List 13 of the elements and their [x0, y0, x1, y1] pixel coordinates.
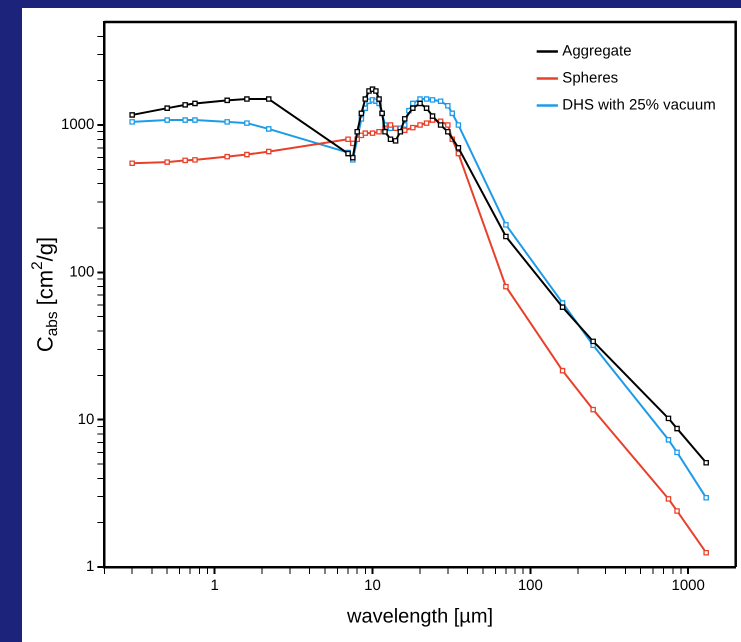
legend-label: DHS with 25% vacuum: [562, 96, 716, 114]
y-tick-label: 10: [78, 410, 94, 428]
x-axis-title: wavelength [µm]: [346, 606, 494, 628]
x-tick-label: 10: [364, 577, 381, 594]
legend-label: Spheres: [562, 70, 618, 87]
x-tick-label: 100: [518, 577, 543, 594]
y-tick-label: 1000: [60, 116, 94, 134]
y-tick-label: 1: [86, 558, 94, 576]
y-tick-label: 100: [69, 263, 94, 280]
x-tick-label: 1000: [672, 577, 705, 594]
y-axis-title: Cabs [cm2/g]: [28, 236, 62, 352]
legend-label: Aggregate: [562, 42, 632, 60]
x-tick-label: 1: [210, 577, 219, 594]
